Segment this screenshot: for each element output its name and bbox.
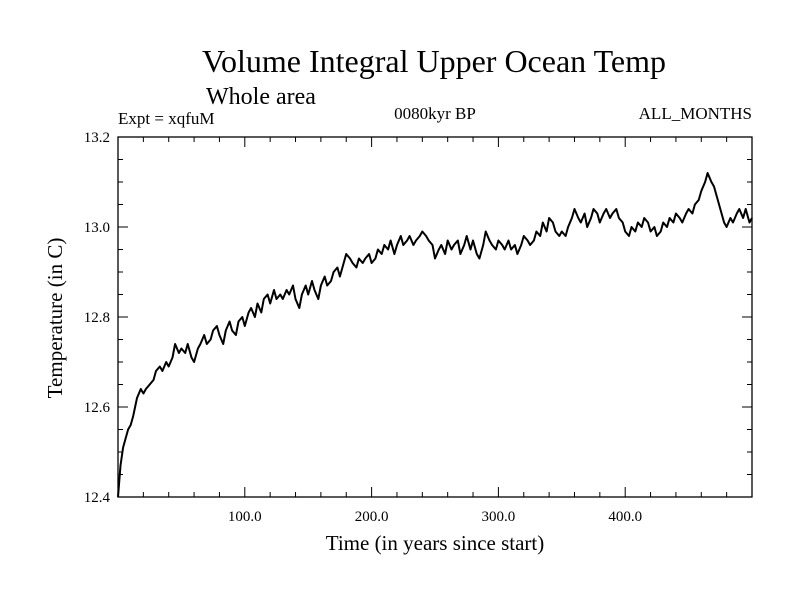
y-tick-label: 12.8 [84, 310, 110, 326]
x-tick-label: 200.0 [355, 509, 389, 525]
y-axis-tick-labels: 12.4 12.6 12.8 13.0 13.2 [84, 130, 111, 506]
series-line [117, 172, 753, 498]
x-tick-label: 400.0 [608, 509, 642, 525]
y-tick-label: 12.6 [84, 400, 111, 416]
x-tick-label: 300.0 [482, 509, 516, 525]
y-tick-label: 12.4 [84, 490, 111, 506]
y-tick-label: 13.2 [84, 130, 110, 146]
x-axis-label: Time (in years since start) [326, 531, 545, 555]
chart-title: Volume Integral Upper Ocean Temp [202, 43, 666, 79]
months-label: ALL_MONTHS [639, 104, 752, 123]
y-axis-ticks [118, 136, 752, 498]
y-tick-label: 13.0 [84, 220, 110, 236]
plot-frame [117, 136, 753, 498]
x-axis-ticks [142, 137, 753, 497]
expt-label: Expt = xqfuM [118, 109, 214, 128]
chart-subtitle: Whole area [206, 84, 316, 110]
x-axis-tick-labels: 100.0 200.0 300.0 400.0 [228, 509, 642, 525]
period-label: 0080kyr BP [394, 104, 476, 123]
y-axis-label: Temperature (in C) [43, 238, 67, 399]
x-tick-label: 100.0 [228, 509, 262, 525]
